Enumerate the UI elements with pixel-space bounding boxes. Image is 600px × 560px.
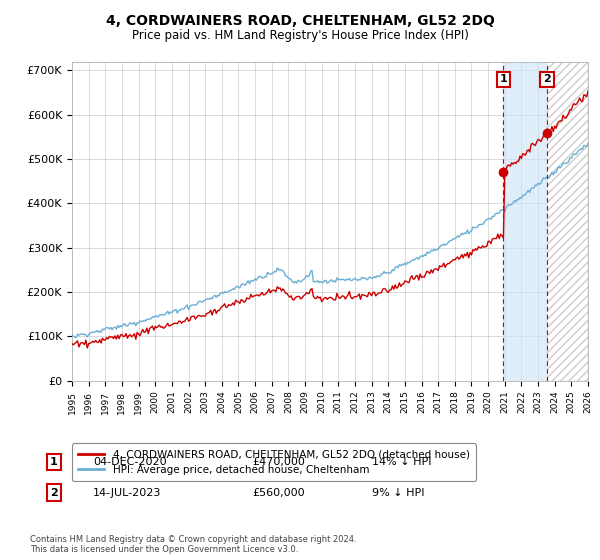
Text: 2: 2 xyxy=(50,488,58,498)
Text: 9% ↓ HPI: 9% ↓ HPI xyxy=(372,488,425,498)
Text: 4, CORDWAINERS ROAD, CHELTENHAM, GL52 2DQ: 4, CORDWAINERS ROAD, CHELTENHAM, GL52 2D… xyxy=(106,14,494,28)
Text: Price paid vs. HM Land Registry's House Price Index (HPI): Price paid vs. HM Land Registry's House … xyxy=(131,29,469,42)
Text: £560,000: £560,000 xyxy=(252,488,305,498)
Text: £470,000: £470,000 xyxy=(252,457,305,467)
Legend: 4, CORDWAINERS ROAD, CHELTENHAM, GL52 2DQ (detached house), HPI: Average price, : 4, CORDWAINERS ROAD, CHELTENHAM, GL52 2D… xyxy=(72,444,476,481)
Text: 1: 1 xyxy=(50,457,58,467)
Text: 14% ↓ HPI: 14% ↓ HPI xyxy=(372,457,431,467)
Text: 1: 1 xyxy=(500,74,508,85)
Text: 2: 2 xyxy=(543,74,551,85)
Text: 04-DEC-2020: 04-DEC-2020 xyxy=(93,457,167,467)
Text: Contains HM Land Registry data © Crown copyright and database right 2024.
This d: Contains HM Land Registry data © Crown c… xyxy=(30,535,356,554)
Text: 14-JUL-2023: 14-JUL-2023 xyxy=(93,488,161,498)
